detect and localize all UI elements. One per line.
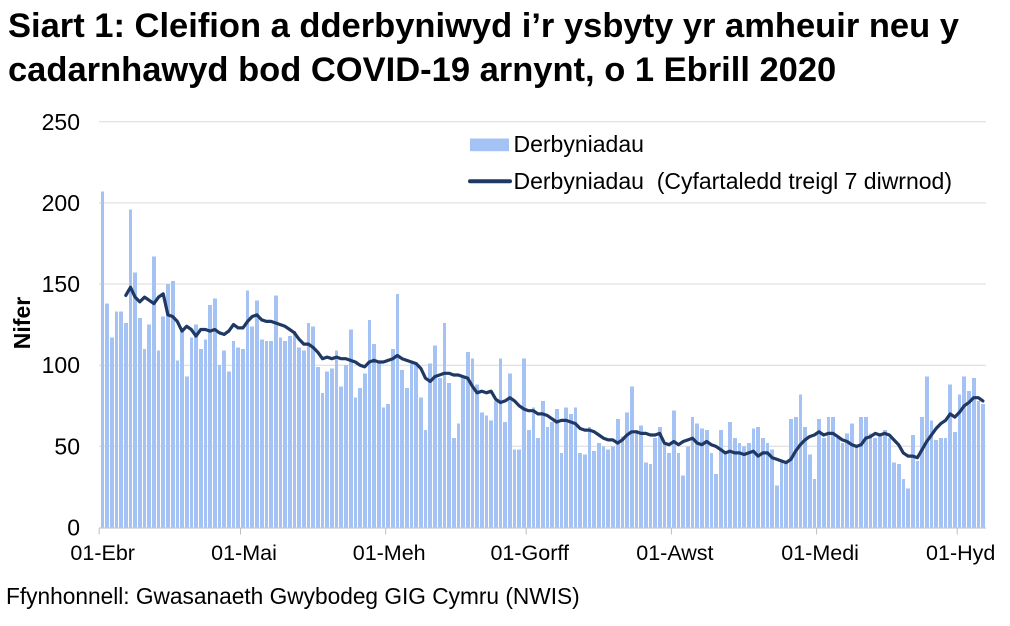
svg-text:Derbyniadau (Cyfartaledd trei: Derbyniadau (Cyfartaledd treigl 7 diwrno…	[514, 168, 953, 194]
svg-text:100: 100	[42, 352, 80, 378]
svg-text:Derbyniadau: Derbyniadau	[514, 131, 644, 157]
svg-text:01-Mai: 01-Mai	[211, 541, 277, 565]
svg-text:250: 250	[42, 109, 80, 135]
svg-text:0: 0	[67, 515, 80, 541]
svg-text:01-Meh: 01-Meh	[353, 541, 426, 565]
svg-text:01-Gorff: 01-Gorff	[490, 541, 568, 565]
svg-text:01-Hyd: 01-Hyd	[926, 541, 995, 565]
svg-text:01-Ebr: 01-Ebr	[70, 541, 135, 565]
svg-text:01-Awst: 01-Awst	[636, 541, 713, 565]
svg-text:150: 150	[42, 271, 80, 297]
svg-text:Nifer: Nifer	[9, 297, 35, 349]
svg-text:200: 200	[42, 190, 80, 216]
svg-text:01-Medi: 01-Medi	[781, 541, 859, 565]
svg-text:50: 50	[54, 433, 80, 459]
